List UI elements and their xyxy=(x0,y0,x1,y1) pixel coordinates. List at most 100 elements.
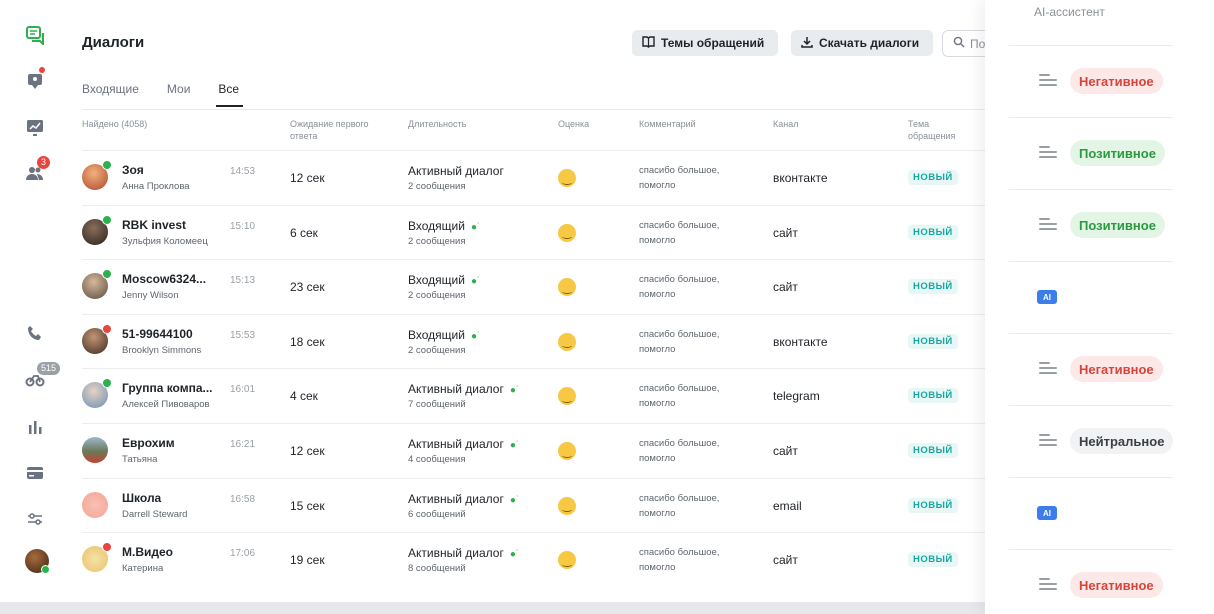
channel-name: вконтакте xyxy=(773,334,828,349)
chat-icon[interactable] xyxy=(24,24,46,46)
panel-divider xyxy=(1009,333,1173,334)
dialog-status-label: Входящий xyxy=(408,327,465,342)
phone-icon[interactable] xyxy=(24,322,46,344)
smiley-rating-icon: ‿ xyxy=(558,332,576,351)
contact-name[interactable]: Школа xyxy=(122,490,162,505)
dialog-time: 15:53 xyxy=(230,329,256,341)
activity-icon: ●˙ xyxy=(470,221,481,233)
table-row[interactable]: Еврохим Татьяна 16:21 12 сек Активный ди… xyxy=(82,423,985,477)
message-count: 6 сообщений xyxy=(408,508,466,520)
topic-tag[interactable]: НОВЫЙ xyxy=(908,170,958,185)
smiley-rating-icon: ‿ xyxy=(558,442,576,460)
message-count: 2 сообщения xyxy=(408,181,466,192)
topic-tag[interactable]: НОВЫЙ xyxy=(908,552,958,568)
channel-name: email xyxy=(773,498,802,513)
message-count: 4 сообщения xyxy=(408,454,466,465)
summary-list-icon[interactable] xyxy=(1039,218,1057,232)
channel-name: сайт xyxy=(773,444,798,458)
contact-name[interactable]: 51-99644100 xyxy=(122,326,193,341)
summary-list-icon[interactable] xyxy=(1039,146,1057,160)
ai-badge[interactable]: AI xyxy=(1037,290,1057,304)
topic-tag[interactable]: НОВЫЙ xyxy=(908,388,958,404)
sentiment-badge: Негативное xyxy=(1070,572,1163,598)
table-row[interactable]: Зоя Анна Проклова 14:53 12 сек Активный … xyxy=(82,150,985,204)
topic-tag[interactable]: НОВЫЙ xyxy=(908,279,958,295)
summary-list-icon[interactable] xyxy=(1039,74,1057,88)
tickets-icon[interactable] xyxy=(24,67,46,92)
users-icon[interactable]: 3 xyxy=(24,156,51,184)
contact-name[interactable]: Еврохим xyxy=(122,436,175,450)
ai-assistant-panel: AI-ассистент Негативное Позитивное Позитив… xyxy=(985,0,1214,614)
bike-badge: 515 xyxy=(37,362,61,375)
settings-sliders-icon[interactable] xyxy=(24,508,46,530)
summary-list-icon[interactable] xyxy=(1039,434,1057,448)
contact-person: Jenny Wilson xyxy=(122,290,179,302)
table-row[interactable]: М.Видео Катерина 17:06 19 сек Активный д… xyxy=(82,532,985,586)
contact-name[interactable]: М.Видео xyxy=(122,545,173,560)
topic-tag[interactable]: НОВЫЙ xyxy=(908,497,958,513)
tab-incoming[interactable]: Входящие xyxy=(82,82,139,96)
contact-person: Darrell Steward xyxy=(122,508,188,520)
sentiment-badge: Нейтральное xyxy=(1070,428,1174,454)
topic-tag[interactable]: НОВЫЙ xyxy=(908,333,958,349)
header-topic: Тема обращения xyxy=(908,119,956,141)
activity-icon: ●˙ xyxy=(509,440,520,451)
tab-all[interactable]: Все xyxy=(216,82,243,107)
channel-name: сайт xyxy=(773,280,798,295)
dialog-time: 15:10 xyxy=(230,220,256,232)
search-input[interactable]: По xyxy=(942,30,985,57)
contact-name[interactable]: Группа компа... xyxy=(122,381,213,396)
channel-name: telegram xyxy=(773,389,820,404)
download-button-label: Скачать диалоги xyxy=(819,36,920,50)
bike-icon[interactable]: 515 xyxy=(24,362,61,390)
panel-divider xyxy=(1009,45,1173,46)
topic-tag[interactable]: НОВЫЙ xyxy=(908,443,958,458)
table-row[interactable]: Группа компа... Алексей Пивоваров 16:01 … xyxy=(82,368,985,422)
horizontal-scrollbar[interactable] xyxy=(0,602,985,614)
table-row[interactable]: RBK invest Зульфия Коломеец 15:10 6 сек … xyxy=(82,204,985,259)
smiley-rating-icon: ‿ xyxy=(558,551,576,570)
smiley-rating-icon: ‿ xyxy=(558,387,576,406)
summary-list-icon[interactable] xyxy=(1039,362,1057,376)
comment-text: спасибо большое, помогло xyxy=(639,547,720,574)
dialog-status: Активный диалог ●˙ xyxy=(408,382,519,396)
panel-divider xyxy=(1009,261,1173,262)
activity-icon: ●˙ xyxy=(509,385,520,397)
sentiment-badge: Негативное xyxy=(1070,356,1163,382)
dialog-status-label: Активный диалог xyxy=(408,382,504,397)
topics-button[interactable]: Темы обращений xyxy=(632,30,778,56)
tab-mine[interactable]: Мои xyxy=(166,82,191,96)
channel-name: вконтакте xyxy=(773,171,828,185)
download-button[interactable]: Скачать диалоги xyxy=(791,30,933,56)
smiley-rating-icon: ‿ xyxy=(558,223,576,242)
header-comment: Комментарий xyxy=(639,119,696,129)
bar-chart-icon[interactable] xyxy=(24,416,46,438)
topic-tag[interactable]: НОВЫЙ xyxy=(908,224,958,240)
table-row[interactable]: Moscow6324... Jenny Wilson 15:13 23 сек … xyxy=(82,259,985,313)
panel-divider xyxy=(1009,549,1173,550)
status-badge xyxy=(102,269,112,280)
dialog-time: 14:53 xyxy=(230,166,256,177)
sentiment-badge: Позитивное xyxy=(1070,140,1165,166)
status-badge xyxy=(102,214,112,225)
first-response-wait: 4 сек xyxy=(290,389,318,404)
contact-avatar xyxy=(82,491,108,518)
summary-list-icon[interactable] xyxy=(1039,578,1057,592)
message-count: 7 сообщений xyxy=(408,399,466,411)
sentiment-badge: Негативное xyxy=(1070,68,1163,94)
contact-avatar xyxy=(82,437,108,463)
contact-name[interactable]: RBK invest xyxy=(122,217,187,232)
contact-name[interactable]: Зоя xyxy=(122,163,144,177)
table-row[interactable]: Школа Darrell Steward 16:58 15 сек Актив… xyxy=(82,477,985,532)
dialog-tabs: Входящие Мои Все xyxy=(82,82,267,107)
analytics-board-icon[interactable] xyxy=(24,116,46,138)
search-placeholder: По xyxy=(970,36,985,51)
activity-icon: ●˙ xyxy=(509,494,520,506)
contact-name[interactable]: Moscow6324... xyxy=(122,272,207,287)
card-icon[interactable] xyxy=(24,462,46,484)
table-row[interactable]: 51-99644100 Brooklyn Simmons 15:53 18 се… xyxy=(82,313,985,368)
ai-badge[interactable]: AI xyxy=(1037,506,1057,520)
user-avatar[interactable] xyxy=(25,549,50,574)
dialog-status-label: Входящий xyxy=(408,273,465,288)
header-channel: Канал xyxy=(773,119,799,129)
